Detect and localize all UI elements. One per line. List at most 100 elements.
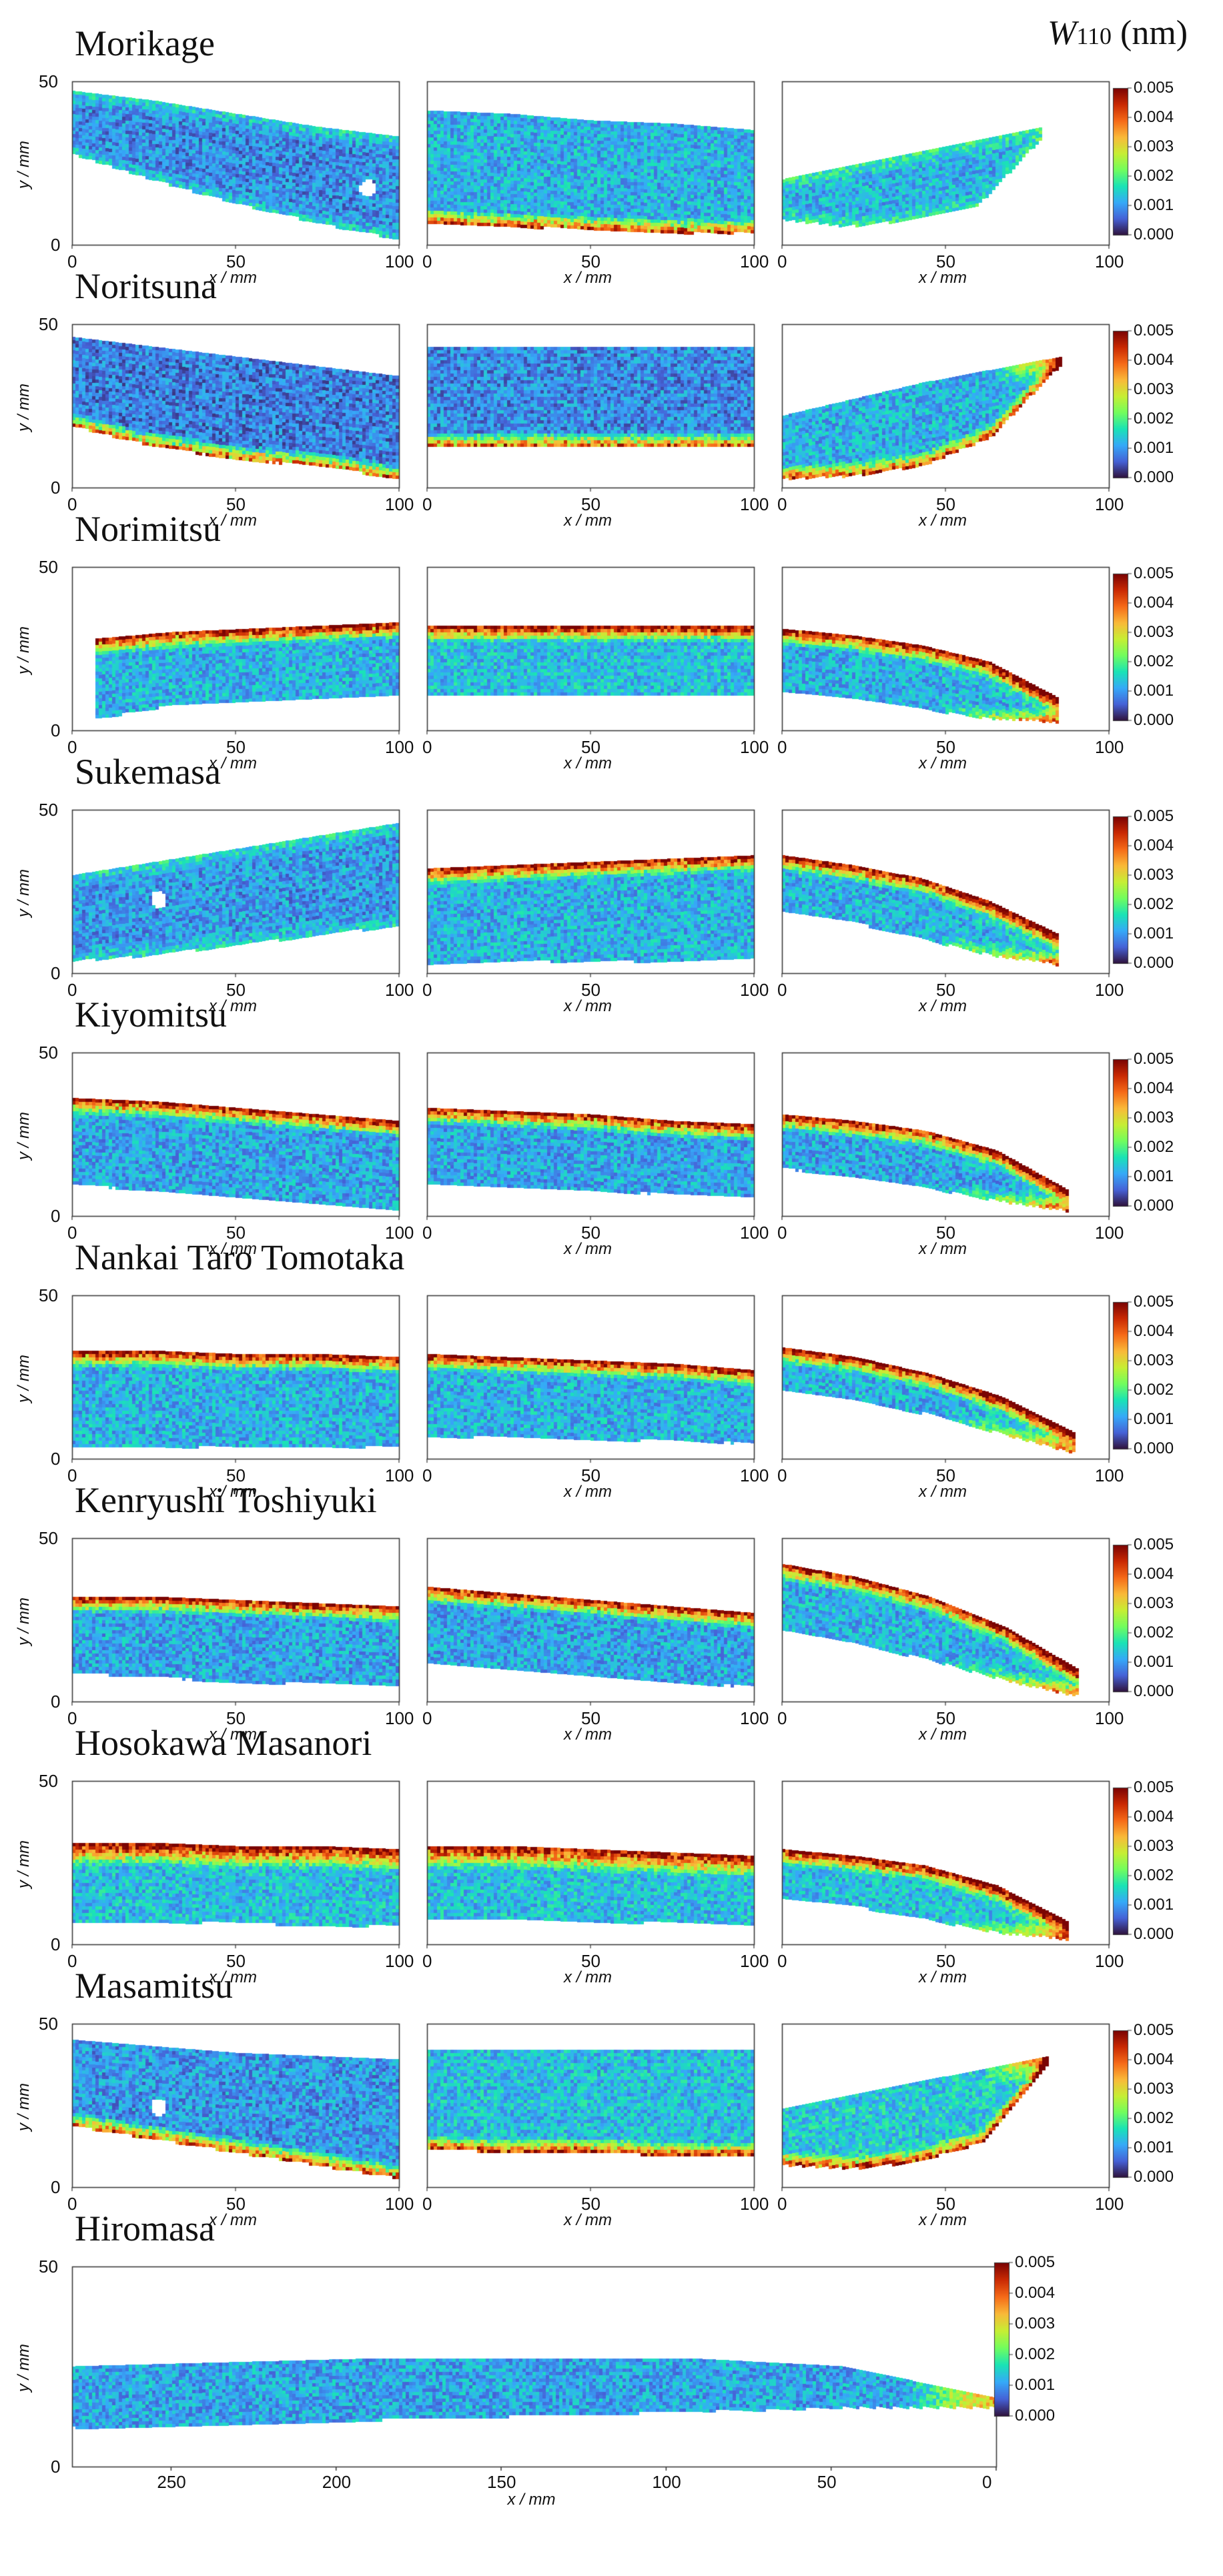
x-tick-label: 100: [1095, 980, 1124, 1000]
sword-name-label: Kiyomitsu: [75, 995, 228, 1035]
colorbar-tick-label-5-3: 0.002: [1134, 1381, 1174, 1399]
x-tick-label: 0: [777, 1951, 787, 1971]
x-axis-label: x / mm: [919, 1240, 967, 1258]
x-tick-label: 100: [740, 1223, 769, 1243]
y-axis-label: y / mm: [15, 383, 33, 432]
colorbar-tick-label-1-1: 0.004: [1134, 351, 1174, 369]
colorbar-tick-label-9-0: 0.005: [1015, 2253, 1056, 2271]
y-axis-label: y / mm: [15, 140, 33, 189]
x-axis-label: x / mm: [564, 1240, 612, 1258]
x-axis-label: x / mm: [209, 1726, 257, 1744]
x-tick-label: 100: [740, 2194, 769, 2214]
colorbar-tick-label-2-2: 0.003: [1134, 623, 1174, 641]
colorbar-tick-label-8-4: 0.001: [1134, 2138, 1174, 2156]
sword-name-label: Masamitsu: [75, 1966, 233, 2006]
x-tick-label: 100: [385, 494, 414, 514]
x-tick-label: 0: [422, 251, 432, 271]
y-axis-label: y / mm: [15, 1354, 33, 1403]
y-tick-label: 50: [39, 2257, 58, 2277]
x-tick-label: 0: [67, 2194, 77, 2214]
colorbar-tick-label-1-2: 0.003: [1134, 380, 1174, 398]
x-axis-label: x / mm: [564, 1726, 612, 1744]
x-axis-label: x / mm: [209, 997, 257, 1015]
colorbar-tick-label-1-0: 0.005: [1134, 321, 1174, 340]
colorbar-tick-label-3-0: 0.005: [1134, 807, 1174, 825]
colorbar-tick-label-1-3: 0.002: [1134, 410, 1174, 428]
x-tick-label: 0: [777, 494, 787, 514]
y-tick-label: 0: [51, 1692, 61, 1712]
y-tick-label: 50: [39, 1043, 58, 1063]
colorbar-tick-label-4-5: 0.000: [1134, 1197, 1174, 1215]
colorbar-tick-label-1-4: 0.001: [1134, 439, 1174, 457]
y-tick-label: 50: [39, 2014, 58, 2034]
x-tick-label: 50: [226, 737, 246, 757]
colorbar-tick-label-4-3: 0.002: [1134, 1138, 1174, 1156]
colorbar-tick-label-0-4: 0.001: [1134, 196, 1174, 214]
y-axis-label: y / mm: [15, 2344, 33, 2392]
colorbar-tick-label-8-5: 0.000: [1134, 2168, 1174, 2186]
x-tick-label: 50: [936, 251, 955, 271]
colorbar-tick-label-8-1: 0.004: [1134, 2050, 1174, 2068]
colorbar-tick-label-9-3: 0.002: [1015, 2345, 1056, 2363]
colorbar-tick-label-3-4: 0.001: [1134, 924, 1174, 942]
x-tick-label: 100: [652, 2472, 681, 2492]
x-axis-label: x / mm: [919, 512, 967, 530]
y-tick-label: 50: [39, 1528, 58, 1548]
x-tick-label: 0: [777, 1465, 787, 1485]
x-tick-label: 100: [1095, 1465, 1124, 1485]
x-tick-label: 250: [157, 2472, 186, 2492]
x-tick-label: 50: [581, 1465, 600, 1485]
x-tick-label: 50: [581, 2194, 600, 2214]
x-tick-label: 100: [1095, 737, 1124, 757]
x-tick-label: 50: [581, 1708, 600, 1728]
x-axis-label: x / mm: [919, 997, 967, 1015]
colorbar-tick-label-5-2: 0.003: [1134, 1351, 1174, 1369]
sword-name-label: Noritsuna: [75, 266, 217, 306]
sword-name-label: Morikage: [75, 23, 215, 63]
x-tick-label: 0: [777, 980, 787, 1000]
colorbar-tick-label-5-5: 0.000: [1134, 1439, 1174, 1457]
x-tick-label: 50: [936, 737, 955, 757]
x-axis-label: x / mm: [564, 754, 612, 772]
x-tick-label: 0: [67, 1708, 77, 1728]
x-tick-label: 100: [1095, 251, 1124, 271]
x-axis-label: x / mm: [564, 997, 612, 1015]
x-tick-label: 100: [385, 1708, 414, 1728]
x-tick-label: 100: [385, 1223, 414, 1243]
x-tick-label: 50: [817, 2472, 837, 2492]
colorbar-tick-label-7-3: 0.002: [1134, 1866, 1174, 1884]
y-tick-label: 50: [39, 314, 58, 334]
colorbar-tick-label-6-1: 0.004: [1134, 1565, 1174, 1583]
colorbar-tick-label-8-2: 0.003: [1134, 2080, 1174, 2098]
x-tick-label: 50: [226, 2194, 246, 2214]
colorbar-quantity-symbol: W: [1048, 14, 1077, 52]
colorbar-tick-label-0-2: 0.003: [1134, 137, 1174, 155]
x-tick-label: 50: [936, 2194, 955, 2214]
y-tick-label: 0: [51, 1934, 61, 1954]
colorbar-tick-label-4-0: 0.005: [1134, 1050, 1174, 1068]
x-tick-label: 150: [487, 2472, 516, 2492]
x-axis-label: x / mm: [919, 1726, 967, 1744]
x-tick-label: 100: [740, 1465, 769, 1485]
x-tick-label: 0: [777, 1708, 787, 1728]
x-tick-label: 50: [226, 980, 246, 1000]
x-axis-label: x / mm: [209, 269, 257, 287]
x-tick-label: 0: [422, 494, 432, 514]
x-tick-label: 100: [385, 2194, 414, 2214]
colorbar-tick-label-6-2: 0.003: [1134, 1594, 1174, 1612]
colorbar-quantity-label: W110 (nm): [1048, 13, 1188, 53]
x-tick-label: 50: [581, 1951, 600, 1971]
y-axis-label: y / mm: [15, 868, 33, 917]
x-tick-label: 50: [226, 1951, 246, 1971]
sword-name-label: Norimitsu: [75, 509, 222, 549]
x-axis-label: x / mm: [919, 754, 967, 772]
colorbar-tick-label-8-3: 0.002: [1134, 2109, 1174, 2127]
x-tick-label: 100: [1095, 2194, 1124, 2214]
colorbar-tick-label-6-5: 0.000: [1134, 1682, 1174, 1700]
x-tick-label: 100: [385, 1951, 414, 1971]
x-tick-label: 50: [581, 1223, 600, 1243]
x-axis-label: x / mm: [564, 512, 612, 530]
y-tick-label: 0: [51, 1206, 61, 1226]
y-axis-label: y / mm: [15, 1840, 33, 1888]
